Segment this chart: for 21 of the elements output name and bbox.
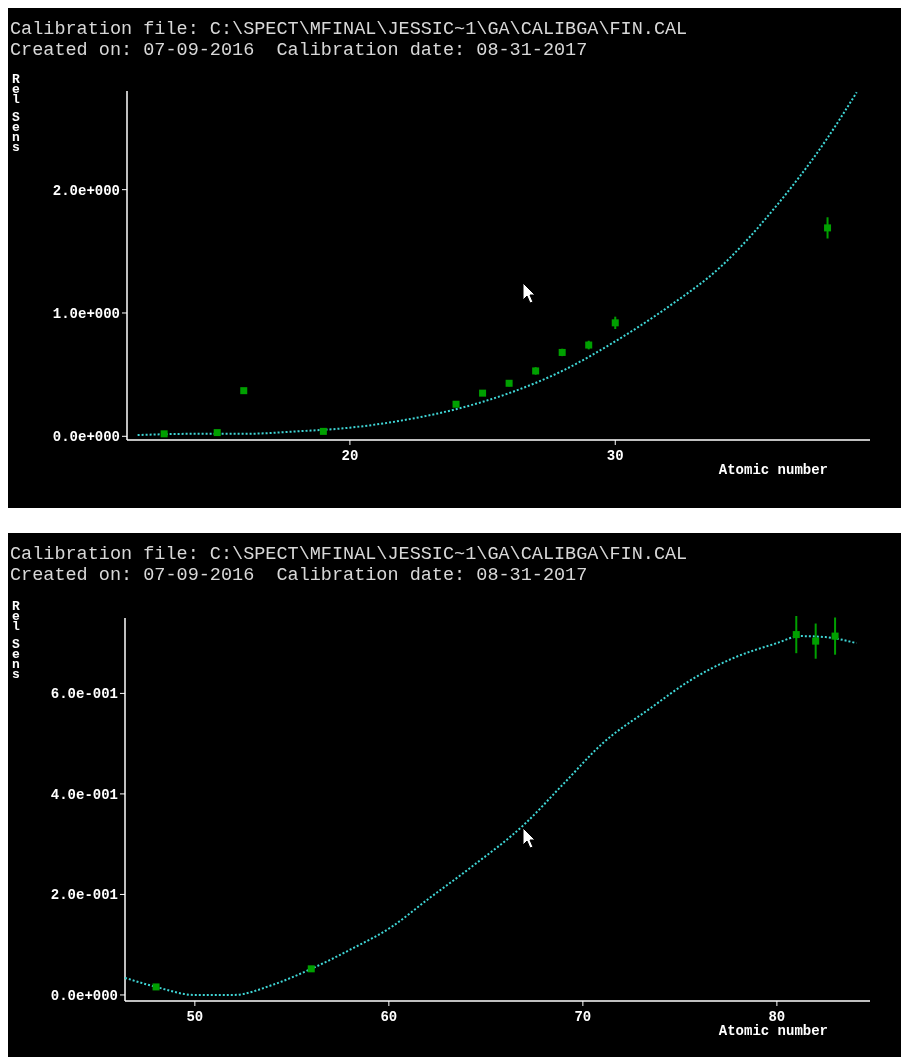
y-tick-label: 2.0e+000 — [52, 182, 120, 199]
chart-subtitle: Created on: 07-09-2016 Calibration date: 08-31-2017 — [10, 565, 588, 586]
y-tick-label: 6.0e-001 — [50, 686, 118, 703]
chart-title: Calibration file: C:\SPECT\MFINAL\JESSIC~1\GA\CALIBGA\FIN.CAL — [10, 544, 688, 565]
x-tick-label: 30 — [606, 448, 624, 464]
y-tick-label: 0.0e+000 — [50, 987, 118, 1004]
y-tick-label: 2.0e-001 — [50, 887, 118, 904]
x-axis-title: Atomic number — [718, 1023, 828, 1039]
y-axis-title: Rel Sens — [12, 599, 20, 682]
x-tick-label: 20 — [341, 448, 359, 464]
x-tick-label: 50 — [186, 1009, 204, 1025]
chart-title: Calibration file: C:\SPECT\MFINAL\JESSIC~1\GA\CALIBGA\FIN.CAL — [10, 19, 688, 40]
x-axis-title: Atomic number — [718, 462, 828, 478]
x-tick-label: 70 — [574, 1009, 592, 1025]
x-tick-label: 60 — [380, 1009, 398, 1025]
y-tick-label: 0.0e+000 — [52, 429, 120, 446]
y-axis-title: Rel Sens — [12, 72, 20, 155]
y-tick-label: 4.0e-001 — [50, 786, 118, 803]
chart-subtitle: Created on: 07-09-2016 Calibration date: 08-31-2017 — [10, 40, 588, 61]
y-tick-label: 1.0e+000 — [52, 305, 120, 322]
x-tick-label: 80 — [768, 1009, 786, 1025]
